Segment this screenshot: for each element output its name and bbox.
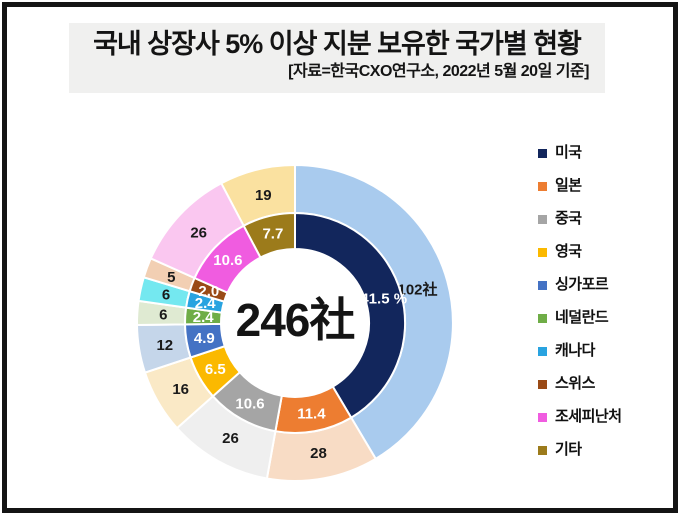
legend-item-china: 중국 <box>538 210 658 228</box>
legend-swatch-singapore <box>538 280 547 290</box>
chart-source-note: [자료=한국CXO연구소, 2022년 5월 20일 기준] <box>288 63 589 80</box>
legend-item-others: 기타 <box>538 441 658 459</box>
legend-item-singapore: 싱가포르 <box>538 276 658 294</box>
legend-label-tax-haven: 조세피난처 <box>555 408 622 425</box>
outer-label-uk: 16 <box>172 381 189 398</box>
legend-label-netherlands: 네덜란드 <box>555 309 609 326</box>
inner-label-tax-haven: 10.6 <box>213 252 242 269</box>
outer-label-canada: 6 <box>162 287 170 304</box>
inner-segment-others <box>242 211 296 259</box>
legend-label-japan: 일본 <box>555 177 582 194</box>
legend-label-others: 기타 <box>555 441 582 458</box>
chart-title: 국내 상장사 5% 이상 지분 보유한 국가별 현황 <box>93 29 582 59</box>
title-box: 국내 상장사 5% 이상 지분 보유한 국가별 현황 [자료=한국CXO연구소,… <box>69 23 605 93</box>
legend-label-singapore: 싱가포르 <box>555 276 609 293</box>
inner-label-uk: 6.5 <box>205 361 226 378</box>
legend-swatch-usa <box>538 148 547 158</box>
inner-label-japan: 11.4 <box>297 406 326 423</box>
outer-label-netherlands: 6 <box>159 307 167 324</box>
legend-label-uk: 영국 <box>555 243 582 260</box>
page-frame: 국내 상장사 5% 이상 지분 보유한 국가별 현황 [자료=한국CXO연구소,… <box>2 2 678 513</box>
legend-item-tax-haven: 조세피난처 <box>538 408 658 426</box>
inner-label-usa: 41.5 % <box>360 291 407 308</box>
legend-swatch-others <box>538 445 547 455</box>
legend-swatch-canada <box>538 346 547 356</box>
outer-label-china: 26 <box>222 430 239 447</box>
legend-swatch-japan <box>538 181 547 191</box>
outer-label-japan: 28 <box>310 445 327 462</box>
legend-item-netherlands: 네덜란드 <box>538 309 658 327</box>
inner-segment-usa <box>294 211 407 419</box>
inner-label-others: 7.7 <box>262 226 283 243</box>
legend-label-usa: 미국 <box>555 144 582 161</box>
donut-center-total: 246社 <box>235 294 356 346</box>
legend-swatch-switzerland <box>538 379 547 389</box>
legend-label-switzerland: 스위스 <box>555 375 595 392</box>
legend-item-switzerland: 스위스 <box>538 375 658 393</box>
legend-swatch-tax-haven <box>538 412 547 422</box>
legend-label-canada: 캐나다 <box>555 342 595 359</box>
outer-label-singapore: 12 <box>156 337 173 354</box>
legend-swatch-uk <box>538 247 547 257</box>
outer-label-usa: 102社 <box>397 280 437 298</box>
legend-item-japan: 일본 <box>538 177 658 195</box>
legend-label-china: 중국 <box>555 210 582 227</box>
legend-item-usa: 미국 <box>538 144 658 162</box>
legend-item-uk: 영국 <box>538 243 658 261</box>
inner-label-switzerland: 2.0 <box>198 283 219 300</box>
legend-item-canada: 캐나다 <box>538 342 658 360</box>
outer-label-others: 19 <box>255 187 272 204</box>
legend-swatch-china <box>538 214 547 224</box>
outer-label-tax-haven: 26 <box>190 225 207 242</box>
chart-legend: 미국 일본 중국 영국 싱가포르 네덜란드 캐나다 스위스 <box>538 144 658 459</box>
inner-label-china: 10.6 <box>235 395 264 412</box>
inner-label-singapore: 4.9 <box>194 330 215 347</box>
outer-label-switzerland: 5 <box>167 269 175 286</box>
legend-swatch-netherlands <box>538 313 547 323</box>
inner-label-canada: 2.4 <box>195 295 217 312</box>
inner-label-netherlands: 2.4 <box>193 309 215 326</box>
